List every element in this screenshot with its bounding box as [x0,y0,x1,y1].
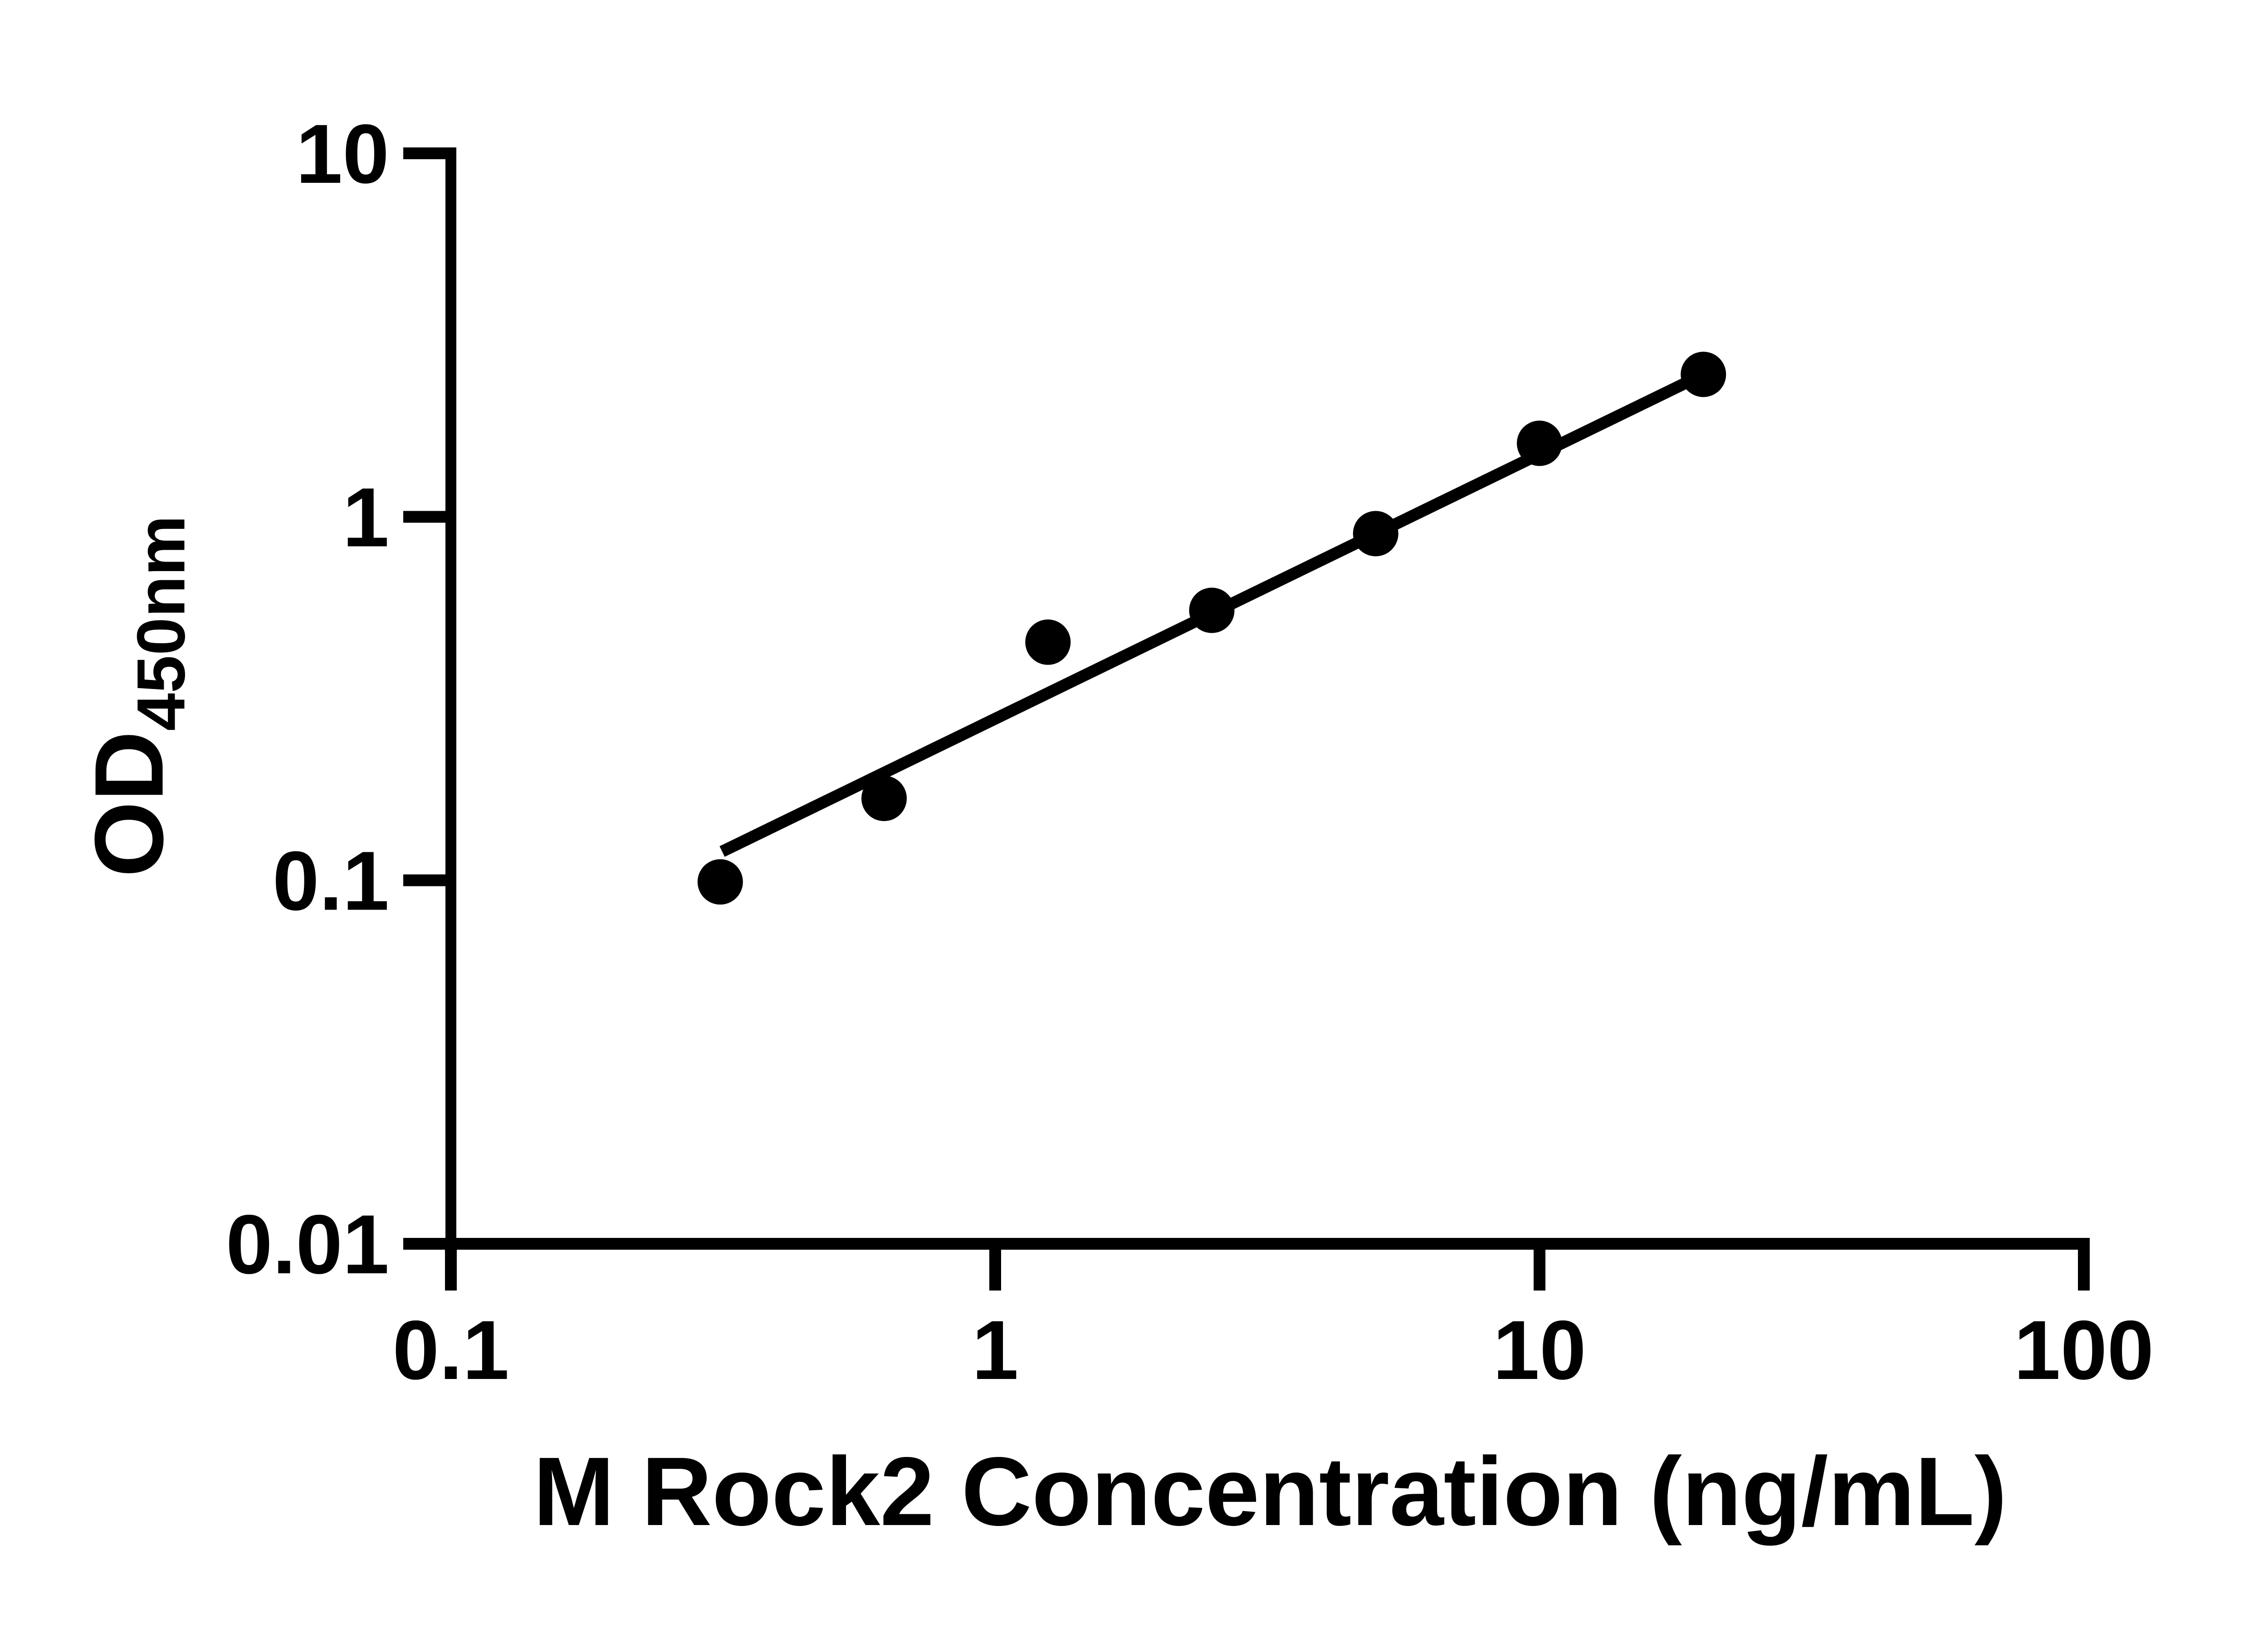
x-tick-label-0.1: 0.1 [392,1304,509,1397]
x-tick-label-10: 10 [1493,1304,1586,1397]
y-axis-title: OD450nm [74,515,199,877]
data-point-4 [1189,587,1235,633]
data-point-5 [1353,511,1398,557]
y-axis-title-subscript: 450nm [122,515,199,731]
y-tick-label-1: 1 [342,471,389,564]
y-tick-label-10: 10 [296,108,389,201]
data-point-7 [1681,352,1726,397]
data-points-group [697,352,1726,905]
y-tick-label-0.1: 0.1 [273,835,389,928]
y-axis-title-main: OD [74,731,184,877]
x-tick-label-100: 100 [2014,1304,2154,1397]
axes-group [403,147,2090,1291]
x-tick-label-1: 1 [972,1304,1019,1397]
y-tick-label-0.01: 0.01 [226,1198,389,1291]
data-point-6 [1517,420,1562,466]
data-point-3 [1025,619,1071,665]
data-point-2 [861,776,907,821]
data-point-1 [697,859,743,905]
x-axis-title: M Rock2 Concentration (ng/mL) [533,1437,2007,1546]
